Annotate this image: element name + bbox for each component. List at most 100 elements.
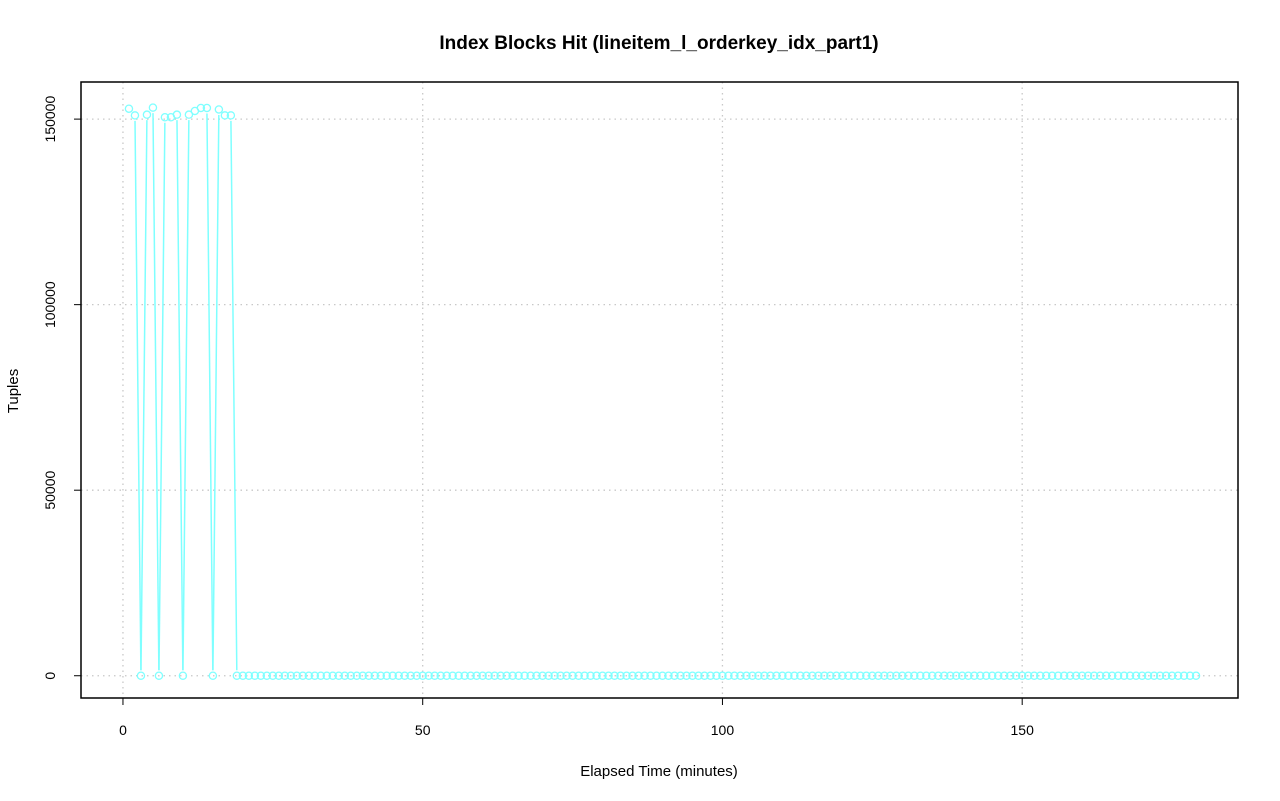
data-point [370,671,379,680]
data-point [484,671,493,680]
data-point [676,671,685,680]
data-point [892,671,901,680]
data-point [412,671,421,680]
data-point [736,671,745,680]
data-point [454,671,463,680]
data-point [928,671,937,680]
chart-title: Index Blocks Hit (lineitem_l_orderkey_id… [439,33,878,54]
data-point [400,671,409,680]
data-point [160,113,170,122]
data-point [694,671,703,680]
data-point [766,671,775,680]
data-point [598,671,607,680]
data-point [406,671,415,680]
data-point [1155,671,1165,680]
data-point [1089,671,1099,680]
data-point [856,671,865,680]
data-point [502,671,511,680]
data-point [808,671,817,680]
data-point [640,671,649,680]
data-point [622,671,631,680]
data-point [124,104,134,113]
data-point [184,110,194,119]
data-point [334,671,344,680]
data-point [646,671,655,680]
data-point [1065,671,1075,680]
data-point [1017,671,1027,680]
data-point [490,671,499,680]
y-tick-label: 150000 [42,96,58,143]
data-point [724,671,733,680]
data-point [934,671,943,680]
data-point [1125,671,1135,680]
data-point [364,671,374,680]
data-point [574,671,583,680]
series-line-segment [230,120,238,671]
data-point [670,671,679,680]
series-line-segment [158,122,166,671]
x-tick-label: 150 [1011,722,1035,738]
data-point [388,671,397,680]
data-point [1107,671,1117,680]
data-point [945,671,955,680]
data-point [196,103,206,113]
data-point [1053,671,1063,680]
series-line-segment [140,120,148,671]
data-point [1167,671,1177,680]
series-line-segment [134,120,142,671]
data-point [1083,671,1093,680]
data-point [346,671,356,680]
data-point [1137,671,1147,680]
data-point [472,671,481,680]
data-point [322,671,332,680]
data-point [969,671,979,680]
series-line-layer [134,113,238,671]
data-point [1035,671,1045,680]
data-point [1185,671,1195,680]
data-point [922,671,931,680]
data-point [772,671,781,680]
series-line-segment [152,113,160,671]
data-point [316,671,326,680]
data-point [382,671,391,680]
data-point [862,671,871,680]
data-point [586,671,595,680]
data-point [910,671,919,680]
data-point [760,671,769,680]
data-point [628,671,637,680]
data-point [352,671,362,680]
data-point [916,671,925,680]
data-point [430,671,439,680]
data-point [616,671,625,680]
data-point [508,671,517,680]
data-point [712,671,721,680]
data-point [886,671,895,680]
data-point [1179,671,1189,680]
data-point [130,111,140,120]
data-point [664,671,673,680]
data-point [226,111,236,120]
data-point [1047,671,1057,680]
data-point [304,671,314,680]
data-point [706,671,715,680]
data-point [286,671,296,680]
data-point [142,110,152,119]
data-point [1143,671,1153,680]
y-axis-label: Tuples [5,369,22,413]
data-point [280,671,290,680]
y-tick-label: 100000 [42,281,58,328]
data-point [682,671,691,680]
data-point [832,671,841,680]
data-point [256,671,266,680]
data-point [898,671,907,680]
data-point [424,671,433,680]
data-point [298,671,308,680]
data-point [688,671,697,680]
data-point [262,671,272,680]
data-point [904,671,913,680]
data-point [328,671,338,680]
data-point [754,671,763,680]
data-point [975,671,985,680]
data-point [376,671,385,680]
